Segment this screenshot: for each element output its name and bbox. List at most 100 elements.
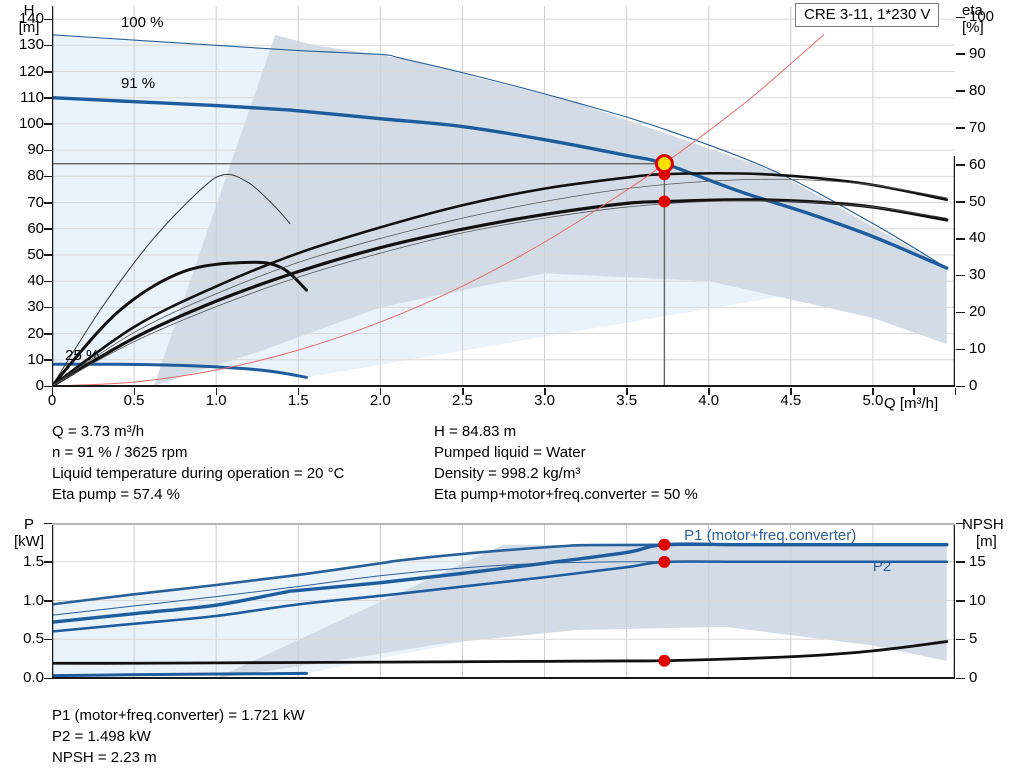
head-y-tickmark <box>44 149 52 152</box>
power-legend-label: P2 <box>872 557 892 575</box>
eta-y-tick: 80 <box>969 81 986 99</box>
curve-label: 100 % <box>120 14 164 32</box>
curve-label: 91 % <box>120 74 156 92</box>
npsh-y-tick: 5 <box>969 630 978 648</box>
head-y-tick: 80 <box>27 167 44 185</box>
head-y-tickmark <box>44 97 52 99</box>
eta-y-tickmark <box>956 201 965 203</box>
info-line: n = 91 % / 3625 rpm <box>52 444 188 461</box>
head-y-tick: 10 <box>27 350 44 368</box>
head-x-tick: 1.5 <box>287 392 309 409</box>
info-line: Pumped liquid = Water <box>434 444 586 461</box>
head-x-tickmark <box>544 388 546 395</box>
power-y-tickmark <box>44 638 52 641</box>
info-line: Q = 3.73 m³/h <box>52 423 145 440</box>
eta-y-tickmark <box>956 164 965 166</box>
head-y-tick: 30 <box>27 298 44 316</box>
head-x-tickmark <box>790 388 792 395</box>
eta-y-tickmark <box>956 311 965 314</box>
head-y-tick: 50 <box>27 245 44 263</box>
power-y-tick: 0.0 <box>23 669 44 686</box>
head-x-tickmark <box>215 388 218 395</box>
power-y-tickmark <box>44 522 52 525</box>
eta-y-tickmark <box>956 237 965 240</box>
eta-axis-title: eta [%] <box>962 2 1018 36</box>
head-x-tickmark <box>872 388 874 395</box>
npsh-y-tickmark <box>956 561 965 563</box>
npsh-axis-unit: [m] <box>976 533 997 550</box>
npsh-axis-title: NPSH [m] <box>962 516 1020 550</box>
eta-y-tickmark <box>956 127 965 129</box>
head-y-tickmark <box>44 306 52 309</box>
eta-y-tick: 60 <box>969 155 986 173</box>
head-x-tickmark <box>461 388 464 395</box>
head-x-tick: 0 <box>47 392 57 409</box>
power-legend-label: P1 (motor+freq.converter) <box>684 526 857 544</box>
head-x-tick: 4.0 <box>698 392 720 409</box>
eta-y-tick: 40 <box>969 229 986 247</box>
head-x-tickmark-minor <box>954 388 957 395</box>
npsh-y-tickmark <box>956 522 965 525</box>
eta-y-tickmark <box>956 90 965 92</box>
info-line: Eta pump = 57.4 % <box>52 486 180 503</box>
eta-y-tick: 30 <box>969 266 986 284</box>
head-x-tickmark <box>133 388 136 395</box>
info-line: H = 84.83 m <box>434 423 517 440</box>
eta-y-tick: 10 <box>969 340 986 358</box>
head-y-tick: 40 <box>27 272 44 290</box>
head-y-tickmark <box>44 254 52 257</box>
info-right-column: H = 84.83 m Pumped liquid = Water Density … <box>434 421 698 505</box>
npsh-axis-symbol: NPSH <box>962 516 1004 533</box>
head-y-tick: 20 <box>27 324 44 342</box>
eta-y-tickmark <box>956 16 965 19</box>
head-y-tick: 70 <box>27 193 44 211</box>
head-x-tickmark <box>51 388 54 395</box>
head-y-tick: 100 <box>18 114 44 132</box>
eta-y-tick: 90 <box>969 44 986 62</box>
power-axis-unit: [kW] <box>14 533 44 550</box>
eta-axis-unit: [%] <box>962 19 984 36</box>
head-y-tick: 110 <box>20 88 44 106</box>
head-x-tickmark-minor <box>913 388 916 395</box>
eta-y-tick: 0 <box>969 377 978 394</box>
info-line: Eta pump+motor+freq.converter = 50 % <box>434 486 698 503</box>
head-y-tickmark <box>44 123 52 126</box>
npsh-y-tickmark <box>956 600 965 602</box>
head-x-tickmark <box>626 388 628 395</box>
head-y-tick: 0 <box>35 377 44 394</box>
head-x-tick: 2.0 <box>369 392 391 409</box>
info-line: P1 (motor+freq.converter) = 1.721 kW <box>52 707 305 724</box>
eta-y-tick: 100 <box>969 8 995 26</box>
head-x-tick: 3.0 <box>534 392 555 409</box>
head-x-tick: 0.5 <box>123 392 145 409</box>
npsh-y-tick: 10 <box>969 591 986 609</box>
head-x-tick: 2.5 <box>452 392 473 409</box>
head-x-tick: 3.5 <box>616 392 638 409</box>
head-y-tick: 90 <box>27 141 44 159</box>
head-y-tickmark <box>44 71 52 73</box>
power-y-tickmark <box>44 677 52 680</box>
head-y-tick: 120 <box>18 62 44 80</box>
info-left-column: Q = 3.73 m³/h n = 91 % / 3625 rpm Liquid t… <box>52 421 344 505</box>
head-y-tickmark <box>44 280 52 283</box>
head-y-tick: 60 <box>27 219 44 237</box>
flow-axis-label: Q [m³/h] <box>884 395 939 412</box>
eta-y-tick: 70 <box>969 118 986 136</box>
npsh-y-tick: 15 <box>969 552 986 570</box>
power-chart-plot <box>52 523 955 680</box>
head-axis-title: H [m] <box>6 2 52 36</box>
head-y-tickmark <box>44 359 52 361</box>
power-y-tick: 0.5 <box>23 630 44 648</box>
info-line: P2 = 1.498 kW <box>52 728 151 745</box>
head-y-tickmark <box>44 18 52 21</box>
power-y-tickmark <box>44 561 52 563</box>
head-x-tickmark <box>379 388 382 395</box>
head-x-tick: 5.0 <box>862 392 884 409</box>
eta-y-tickmark <box>956 385 965 388</box>
head-axis-symbol: H <box>23 2 35 19</box>
power-axis-title: P [kW] <box>6 516 52 550</box>
head-y-tickmark <box>44 228 52 230</box>
npsh-y-tickmark <box>956 638 965 641</box>
eta-axis-symbol: eta <box>962 2 983 19</box>
